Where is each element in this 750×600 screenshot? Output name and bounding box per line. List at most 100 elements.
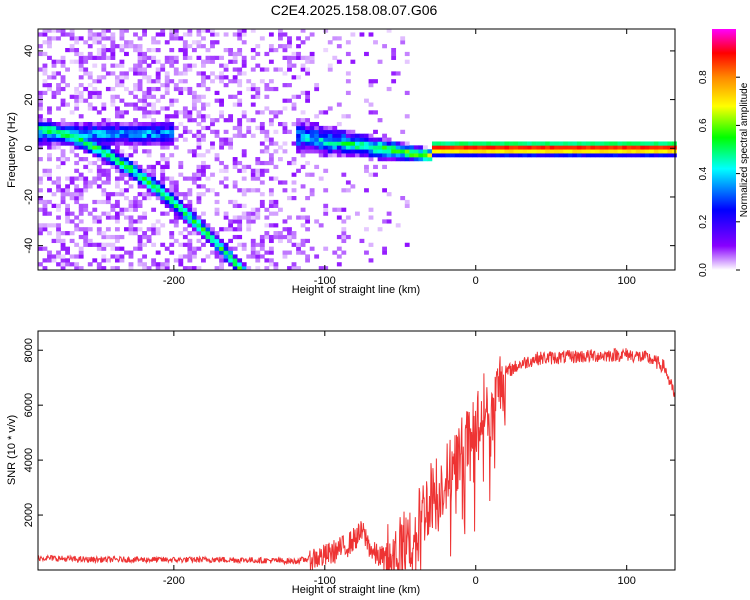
- spectrogram-cell: [201, 133, 206, 138]
- spectrogram-cell: [296, 118, 301, 123]
- spectrogram-cell: [540, 149, 546, 154]
- spectrogram-cell: [151, 227, 157, 232]
- spectrogram-cell: [205, 223, 211, 228]
- spectrogram-cell: [454, 145, 460, 150]
- spectrogram-cell: [201, 242, 206, 247]
- spectrogram-cell: [187, 250, 193, 255]
- spectrogram-cell: [246, 215, 252, 220]
- spectrogram-cell: [386, 157, 392, 162]
- spectrogram-cell: [368, 172, 374, 177]
- spectrogram-cell: [278, 67, 283, 72]
- spectrogram-cell: [124, 102, 129, 107]
- spectrogram-cell: [74, 192, 80, 197]
- colorbar-label: Normalized spectral amplitude: [739, 82, 750, 217]
- spectrogram-cell: [105, 258, 111, 263]
- spectrogram-cell: [42, 266, 48, 271]
- spectrogram-cell: [531, 153, 537, 158]
- spectrogram-cell: [142, 254, 147, 259]
- spectrogram-cell: [268, 250, 274, 255]
- spectrogram-cell: [137, 129, 143, 134]
- spectrogram-cell: [101, 51, 107, 57]
- spectrogram-cell: [65, 137, 70, 142]
- spectrogram-cell: [42, 223, 48, 228]
- spectrogram-cell: [250, 55, 256, 60]
- spectrogram-cell: [613, 145, 618, 150]
- spectrogram-cell: [508, 145, 514, 150]
- spectrogram-cell: [146, 153, 152, 158]
- spectrogram-cell: [246, 164, 252, 170]
- spectrogram-cell: [386, 145, 392, 150]
- spectrogram-cell: [259, 180, 265, 185]
- spectrogram-cell: [536, 149, 541, 154]
- spectrogram-cell: [268, 246, 274, 251]
- spectrogram-cell: [305, 141, 311, 146]
- spectrogram-cell: [133, 118, 138, 123]
- spectrogram-cell: [160, 164, 166, 170]
- spectrogram-cell: [201, 36, 206, 41]
- spectrogram-cell: [246, 79, 252, 84]
- spectrogram-cell: [273, 141, 279, 146]
- spectrogram-cell: [164, 133, 170, 138]
- spectrogram-cell: [187, 32, 193, 37]
- spectrogram-cell: [133, 94, 138, 99]
- spectrogram-cell: [477, 153, 483, 158]
- spectrogram-cell: [282, 141, 288, 146]
- spectrogram-cell: [232, 55, 238, 60]
- spectrogram-cell: [146, 79, 152, 84]
- spectrogram-cell: [268, 234, 274, 240]
- spectrogram-cell: [146, 266, 152, 271]
- spectrogram-cell: [65, 207, 70, 212]
- spectrogram-cell: [658, 149, 664, 154]
- spectrogram-cell: [110, 149, 116, 154]
- spectrogram-cell: [291, 106, 297, 111]
- colorbar: 0.00.20.40.60.8 Normalized spectral ampl…: [698, 29, 750, 277]
- spectrogram-cell: [268, 176, 274, 181]
- spectrogram-cell: [119, 211, 125, 216]
- spectrogram-cell: [472, 145, 478, 150]
- spectrogram-cell: [119, 188, 125, 193]
- spectrogram-cell: [368, 157, 374, 162]
- spectrogram-cell: [60, 55, 66, 60]
- spectrogram-cell: [201, 59, 206, 64]
- spectrogram-cell: [350, 141, 356, 146]
- spectrogram-cell: [164, 211, 170, 216]
- spectrogram-cell: [142, 180, 147, 185]
- spectrogram-cell: [133, 227, 138, 232]
- spectrogram-cell: [345, 129, 351, 134]
- spectrogram-cell: [445, 145, 451, 150]
- spectrogram-cell: [74, 98, 80, 103]
- spectrogram-cell: [47, 211, 52, 216]
- spectrogram-cell: [273, 211, 279, 216]
- spectrogram-cell: [237, 71, 243, 76]
- spectrogram-cell: [101, 199, 107, 205]
- spectrogram-cell: [382, 219, 387, 224]
- spectrogram-cell: [210, 118, 215, 123]
- spectrogram-cell: [604, 153, 609, 158]
- spectrogram-cell: [137, 79, 143, 84]
- spectrogram-cell: [364, 149, 369, 154]
- spectrogram-cell: [182, 86, 188, 92]
- spectrogram-cell: [196, 137, 202, 142]
- spectrogram-cell: [345, 137, 351, 142]
- spectrogram-ytick-label: 0: [23, 145, 35, 151]
- spectrogram-cell: [264, 129, 270, 134]
- spectrogram-cell: [151, 262, 157, 267]
- spectrogram-cell: [119, 164, 125, 170]
- spectrogram-cell: [142, 168, 147, 173]
- spectrogram-cell: [232, 203, 238, 208]
- spectrogram-cell: [164, 246, 170, 251]
- spectrogram-cell: [291, 262, 297, 267]
- spectrogram-cell: [237, 102, 243, 107]
- spectrogram-cell: [160, 176, 166, 181]
- spectrogram-cell: [146, 129, 152, 134]
- spectrogram-cell: [441, 141, 446, 146]
- spectrogram-cell: [105, 86, 111, 92]
- spectrogram-cell: [626, 145, 632, 150]
- spectrogram-cell: [527, 145, 532, 150]
- spectrogram-cell: [74, 47, 80, 53]
- spectrogram-cell: [336, 44, 342, 49]
- spectrogram-cell: [205, 238, 211, 244]
- spectrogram-cell: [133, 102, 138, 107]
- spectrogram-cell: [318, 133, 324, 138]
- spectrogram-cell: [101, 28, 107, 33]
